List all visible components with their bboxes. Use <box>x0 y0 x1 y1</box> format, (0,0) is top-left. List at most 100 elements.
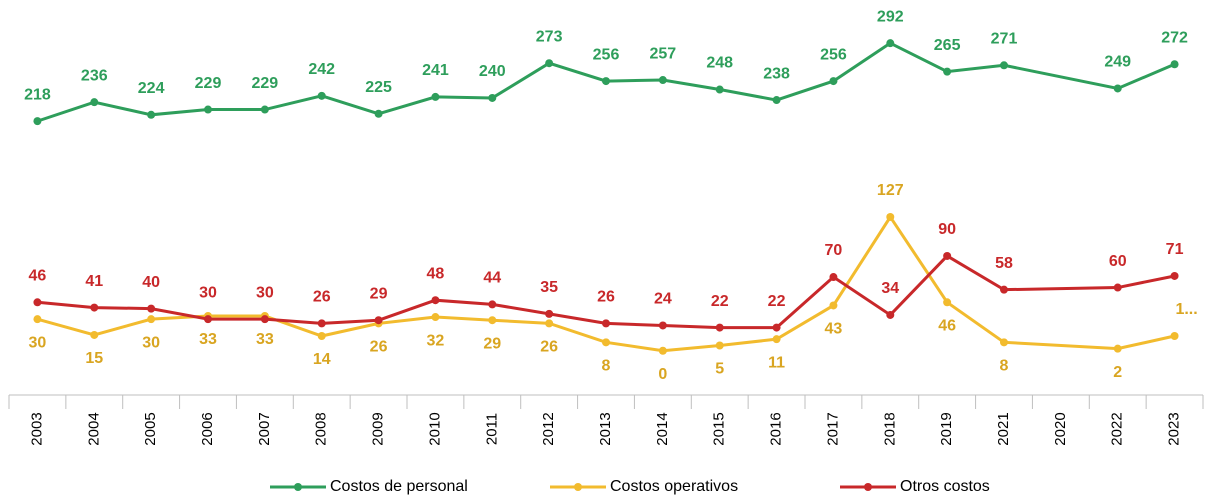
data-label: 272 <box>1161 29 1188 46</box>
point <box>374 316 383 325</box>
point <box>602 77 610 86</box>
data-label: 24 <box>654 291 672 308</box>
point <box>488 316 497 325</box>
point <box>545 59 554 68</box>
point <box>1000 338 1008 347</box>
series-line <box>37 254 1175 330</box>
data-label: 41 <box>85 273 103 290</box>
point <box>204 315 212 324</box>
x-tick-label: 2020 <box>1052 412 1069 445</box>
point <box>772 323 781 332</box>
point <box>658 76 667 85</box>
x-tick-label: 2021 <box>995 412 1012 445</box>
series-line <box>37 214 1175 353</box>
series-line <box>36 41 1176 123</box>
data-label: 22 <box>711 293 729 310</box>
data-label: 26 <box>370 339 388 356</box>
legend-marker <box>574 483 582 491</box>
x-tick-label: 2006 <box>199 412 216 445</box>
data-label: 46 <box>29 268 47 285</box>
x-tick-label: 2005 <box>142 412 159 445</box>
legend-marker <box>294 483 302 491</box>
point <box>715 341 724 350</box>
x-tick-label: 2004 <box>85 412 102 445</box>
point <box>1113 84 1122 93</box>
data-label: 34 <box>881 280 899 297</box>
x-tick-label: 2012 <box>540 412 557 445</box>
point <box>658 346 667 355</box>
x-tick-label: 2010 <box>426 412 443 445</box>
data-label: 33 <box>256 331 274 348</box>
point <box>33 117 42 126</box>
point <box>943 251 952 260</box>
point <box>829 77 838 86</box>
data-label: 26 <box>540 339 558 356</box>
data-label: 14 <box>313 351 331 368</box>
point <box>715 323 724 332</box>
data-label: 60 <box>1109 253 1127 270</box>
point <box>317 332 326 341</box>
data-label: 30 <box>142 334 160 351</box>
data-label: 40 <box>142 274 160 291</box>
x-tick-label: 2011 <box>483 413 500 445</box>
data-label: 224 <box>138 80 165 97</box>
data-label: 26 <box>313 289 331 306</box>
point <box>658 321 667 330</box>
data-label: 225 <box>365 79 392 96</box>
data-label: 26 <box>597 289 615 306</box>
x-tick-label: 2017 <box>824 412 841 445</box>
data-label: 43 <box>825 321 843 338</box>
data-label: 58 <box>995 255 1013 272</box>
point <box>1113 344 1122 353</box>
data-label: 249 <box>1104 54 1131 71</box>
data-label: 11 <box>768 354 785 371</box>
data-label: 1... <box>1175 301 1197 318</box>
data-label: 127 <box>877 182 904 199</box>
point <box>886 310 895 319</box>
point <box>374 109 383 118</box>
legend-label: Costos operativos <box>610 478 738 495</box>
point <box>602 319 610 328</box>
data-label: 238 <box>763 65 790 82</box>
x-tick-label: 2014 <box>654 412 671 445</box>
data-label: 256 <box>593 46 620 63</box>
point <box>545 319 554 328</box>
point <box>943 298 952 307</box>
data-label: 29 <box>370 285 388 302</box>
data-label: 240 <box>479 63 506 80</box>
point <box>488 300 497 309</box>
point <box>772 335 781 344</box>
point <box>33 315 42 324</box>
point <box>886 212 895 221</box>
data-label: 48 <box>427 265 445 282</box>
x-tick-label: 2009 <box>370 412 387 445</box>
point <box>1000 285 1008 294</box>
data-label: 2 <box>1113 364 1122 381</box>
legend-label: Costos de personal <box>330 478 468 495</box>
data-label: 292 <box>877 8 904 25</box>
point <box>488 93 497 102</box>
data-label: 257 <box>650 45 677 62</box>
point <box>260 105 269 114</box>
point <box>602 338 610 347</box>
point <box>1000 61 1008 70</box>
data-label: 236 <box>81 67 108 84</box>
x-tick-label: 2008 <box>313 412 330 445</box>
data-label: 8 <box>1000 358 1009 375</box>
data-label: 15 <box>85 350 103 367</box>
x-tick-label: 2022 <box>1109 412 1126 445</box>
data-label: 271 <box>991 31 1018 48</box>
point <box>147 110 156 119</box>
point <box>829 301 838 310</box>
x-tick-label: 2016 <box>768 412 785 445</box>
point <box>545 309 554 318</box>
point <box>317 319 326 328</box>
data-label: 8 <box>602 358 611 375</box>
point <box>1113 283 1122 292</box>
point <box>943 67 952 76</box>
data-label: 273 <box>536 28 563 45</box>
x-tick-label: 2015 <box>711 412 728 445</box>
point <box>260 315 269 324</box>
x-tick-label: 2007 <box>256 412 273 445</box>
